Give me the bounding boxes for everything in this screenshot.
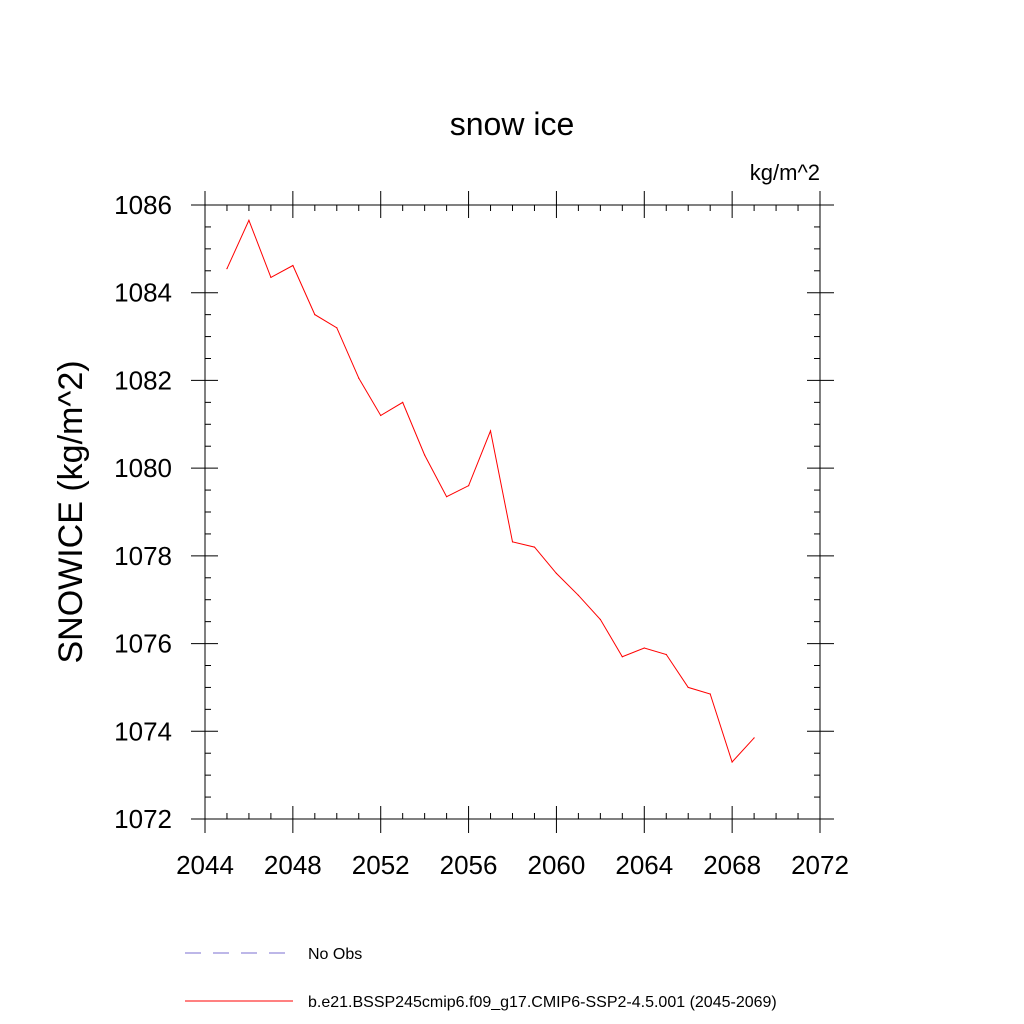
- data-point: [577, 594, 579, 596]
- y-tick-label: 1080: [114, 453, 172, 483]
- series-group: [226, 219, 755, 763]
- data-point: [599, 618, 601, 621]
- major-ticks: [191, 191, 834, 833]
- x-tick-label: 2060: [528, 850, 586, 880]
- x-tick-label: 2068: [703, 850, 761, 880]
- x-tick-label: 2048: [264, 850, 322, 880]
- data-point: [226, 267, 228, 270]
- y-tick-labels: 1072 1074 1076 1078 1080 1082 1084 1086: [114, 190, 172, 834]
- data-point: [511, 541, 514, 543]
- legend-label-no-obs: No Obs: [308, 946, 362, 963]
- data-point: [753, 737, 755, 739]
- data-point: [424, 454, 426, 456]
- x-tick-label: 2072: [791, 850, 849, 880]
- y-tick-label: 1086: [114, 190, 172, 220]
- data-point: [358, 377, 360, 379]
- data-point: [402, 401, 404, 403]
- legend: No Obs b.e21.BSSP245cmip6.f09_g17.CMIP6-…: [185, 946, 777, 1011]
- data-point: [336, 327, 338, 329]
- legend-label-model-run: b.e21.BSSP245cmip6.f09_g17.CMIP6-SSP2-4.…: [308, 994, 777, 1011]
- x-tick-label: 2064: [615, 850, 673, 880]
- data-point: [555, 572, 558, 575]
- chart-title: snow ice: [450, 106, 575, 142]
- units-label: kg/m^2: [750, 160, 820, 185]
- y-tick-label: 1082: [114, 365, 172, 395]
- data-point: [446, 496, 448, 498]
- x-tick-label: 2044: [176, 850, 234, 880]
- y-tick-label: 1076: [114, 629, 172, 659]
- x-tick-label: 2056: [440, 850, 498, 880]
- data-point: [533, 546, 536, 548]
- data-point: [292, 264, 294, 267]
- data-point: [314, 314, 316, 316]
- data-point: [489, 430, 492, 432]
- data-point: [643, 647, 645, 649]
- y-tick-label: 1078: [114, 541, 172, 571]
- y-tick-label: 1084: [114, 278, 172, 308]
- x-tick-labels: 2044 2048 2052 2056 2060 2064 2068 2072: [176, 850, 849, 880]
- data-point: [270, 276, 272, 278]
- data-point: [380, 414, 382, 417]
- y-tick-label: 1072: [114, 804, 172, 834]
- x-tick-label: 2052: [352, 850, 410, 880]
- y-axis-label: SNOWICE (kg/m^2): [52, 360, 90, 663]
- series-line: [226, 219, 755, 763]
- data-point: [731, 761, 733, 763]
- data-point: [687, 686, 689, 689]
- data-point: [621, 656, 623, 658]
- y-tick-label: 1074: [114, 716, 172, 746]
- data-point: [709, 693, 711, 695]
- minor-ticks: [205, 205, 820, 819]
- plot-frame: [204, 204, 821, 820]
- data-point: [467, 485, 470, 487]
- data-point: [665, 653, 667, 656]
- data-point: [248, 219, 250, 221]
